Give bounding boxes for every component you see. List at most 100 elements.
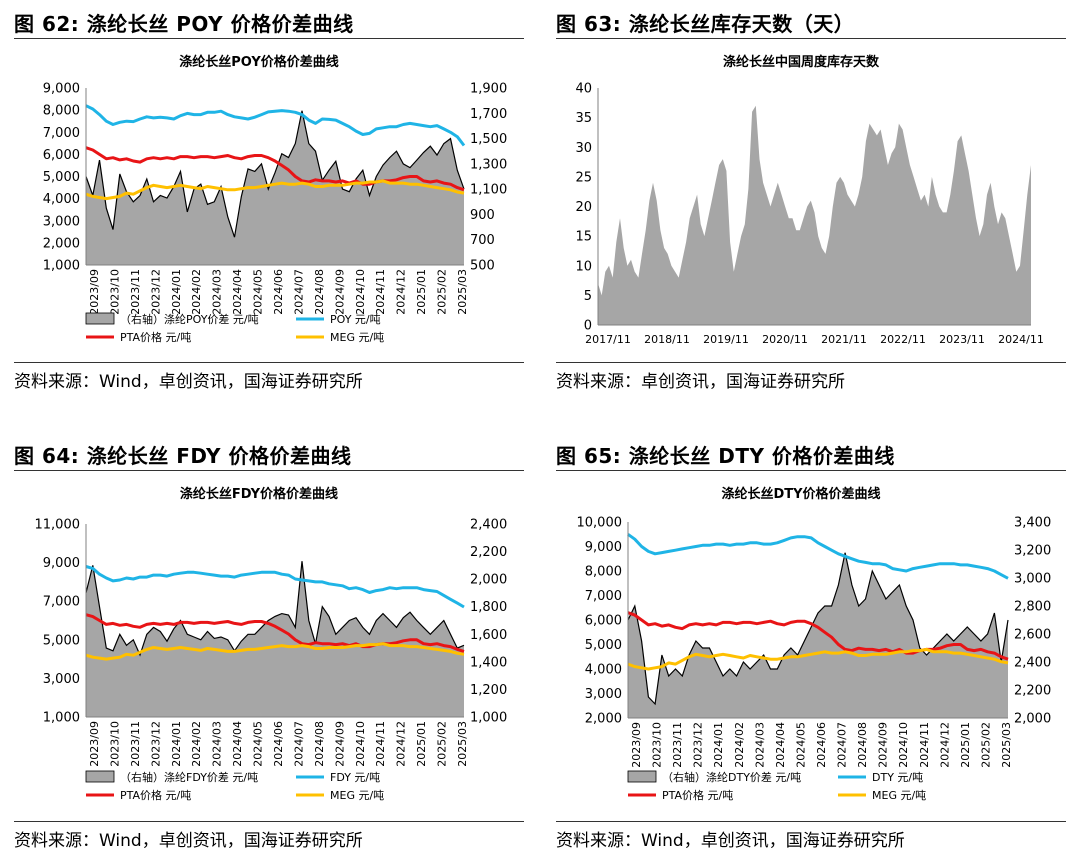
spread-area (86, 110, 464, 265)
figure-62: 图 62: 涤纶长丝 POY 价格价差曲线 涤纶长丝POY价格价差曲线 1,000… (14, 8, 524, 392)
y-left-tick-label: 6,000 (43, 148, 80, 163)
x-tick-label: 2023/12 (149, 269, 162, 315)
legend-label: （右轴）涤纶DTY价差 元/吨 (662, 770, 801, 784)
y-right-tick-label: 1,000 (470, 711, 507, 726)
legend-label: PTA价格 元/吨 (120, 788, 191, 802)
y-left-tick-label: 5,000 (585, 638, 622, 653)
x-tick-label: 2024/06 (815, 722, 828, 768)
x-tick-label: 2025/01 (415, 269, 428, 315)
divider (556, 821, 1066, 822)
x-tick-label: 2024/11 (374, 269, 387, 315)
y-left-tick-label: 1,000 (43, 711, 80, 726)
y-right-tick-label: 900 (470, 208, 495, 223)
y-left-tick-label: 3,000 (43, 214, 80, 229)
y-left-tick-label: 9,000 (43, 556, 80, 571)
legend-label: PTA价格 元/吨 (662, 788, 733, 802)
source-note: 资料来源：Wind，卓创资讯，国海证券研究所 (14, 831, 363, 851)
legend-label: DTY 元/吨 (872, 771, 923, 784)
x-tick-label: 2024/09 (333, 269, 346, 315)
x-tick-label: 2024/01 (712, 722, 725, 768)
series-line (627, 647, 1009, 671)
x-tick-label: 2024/05 (794, 722, 807, 768)
series-line (85, 104, 466, 147)
figure-title: 图 63: 涤纶长丝库存天数（天） (556, 12, 855, 36)
y-right-tick-label: 2,400 (1014, 656, 1051, 671)
x-tick-label: 2024/09 (877, 722, 890, 768)
figure-title: 图 64: 涤纶长丝 FDY 价格价差曲线 (14, 444, 352, 468)
y-right-tick-label: 1,200 (470, 683, 507, 698)
spread-area (598, 105, 1031, 325)
y-left-tick-label: 10 (575, 259, 592, 274)
x-tick-label: 2024/09 (333, 721, 346, 767)
x-tick-label: 2023/11 (671, 722, 684, 768)
x-tick-label: 2023/11 (129, 721, 142, 767)
y-right-tick-label: 500 (470, 259, 495, 274)
divider (556, 470, 1066, 471)
y-right-tick-label: 1,300 (470, 157, 507, 172)
x-tick-label: 2023/12 (692, 722, 705, 768)
x-tick-label: 2024/12 (395, 269, 408, 315)
legend-label: POY 元/吨 (330, 313, 381, 326)
y-right-tick-label: 3,400 (1014, 516, 1051, 531)
y-left-tick-label: 8,000 (43, 104, 80, 119)
y-left-tick-label: 11,000 (35, 518, 81, 533)
x-tick-label: 2017/11 (585, 333, 631, 346)
x-tick-label: 2024/05 (252, 721, 265, 767)
figure-title: 图 62: 涤纶长丝 POY 价格价差曲线 (14, 12, 354, 36)
y-left-tick-label: 2,000 (585, 712, 622, 727)
y-left-tick-label: 5 (584, 289, 592, 304)
x-tick-label: 2024/12 (938, 722, 951, 768)
y-left-tick-label: 35 (575, 111, 592, 126)
x-tick-label: 2024/07 (836, 722, 849, 768)
x-tick-label: 2018/11 (644, 333, 690, 346)
series-line (85, 613, 465, 653)
divider (14, 38, 524, 39)
legend-swatch (627, 770, 657, 783)
x-tick-label: 2024/02 (190, 269, 203, 315)
x-tick-label: 2024/10 (897, 722, 910, 768)
chart-title: 涤纶长丝中国周度库存天数 (723, 54, 880, 70)
y-right-tick-label: 3,200 (1014, 544, 1051, 559)
x-tick-label: 2024/08 (856, 722, 869, 768)
x-tick-label: 2023/11 (939, 333, 985, 346)
x-tick-label: 2024/01 (170, 269, 183, 315)
x-tick-label: 2024/03 (211, 269, 224, 315)
series-line (85, 146, 465, 192)
y-right-tick-label: 1,700 (470, 107, 507, 122)
y-left-tick-label: 5,000 (43, 170, 80, 185)
spread-line (85, 561, 465, 657)
divider (556, 38, 1066, 39)
x-tick-label: 2024/10 (354, 269, 367, 315)
source-note: 资料来源：卓创资讯，国海证券研究所 (556, 372, 845, 392)
legend-label: FDY 元/吨 (330, 771, 380, 784)
y-left-tick-label: 0 (584, 319, 592, 334)
legend-label: MEG 元/吨 (330, 789, 384, 802)
legend-label: （右轴）涤纶POY价差 元/吨 (120, 312, 259, 326)
x-tick-label: 2024/04 (774, 722, 787, 768)
x-tick-label: 2019/11 (703, 333, 749, 346)
x-tick-label: 2024/07 (292, 721, 305, 767)
x-tick-label: 2025/03 (456, 721, 469, 767)
x-tick-label: 2024/05 (252, 269, 265, 315)
y-left-tick-label: 7,000 (43, 595, 80, 610)
x-tick-label: 2023/10 (108, 269, 121, 315)
y-right-tick-label: 3,000 (1014, 572, 1051, 587)
x-tick-label: 2023/11 (129, 269, 142, 315)
chart-title: 涤纶长丝FDY价格价差曲线 (180, 486, 338, 502)
y-left-tick-label: 10,000 (577, 516, 623, 531)
x-tick-label: 2023/09 (88, 721, 101, 767)
source-note: 资料来源：Wind，卓创资讯，国海证券研究所 (14, 372, 363, 392)
x-tick-label: 2023/10 (651, 722, 664, 768)
spread-line (627, 552, 1009, 706)
x-tick-label: 2024/08 (313, 721, 326, 767)
y-right-tick-label: 1,400 (470, 655, 507, 670)
x-tick-label: 2024/04 (231, 269, 244, 315)
y-left-tick-label: 25 (575, 170, 592, 185)
x-tick-label: 2020/11 (762, 333, 808, 346)
y-left-tick-label: 2,000 (43, 236, 80, 251)
x-tick-label: 2024/06 (272, 269, 285, 315)
y-right-tick-label: 700 (470, 233, 495, 248)
y-left-tick-label: 30 (575, 141, 592, 156)
legend-label: PTA价格 元/吨 (120, 330, 191, 344)
series-line (627, 611, 1009, 661)
